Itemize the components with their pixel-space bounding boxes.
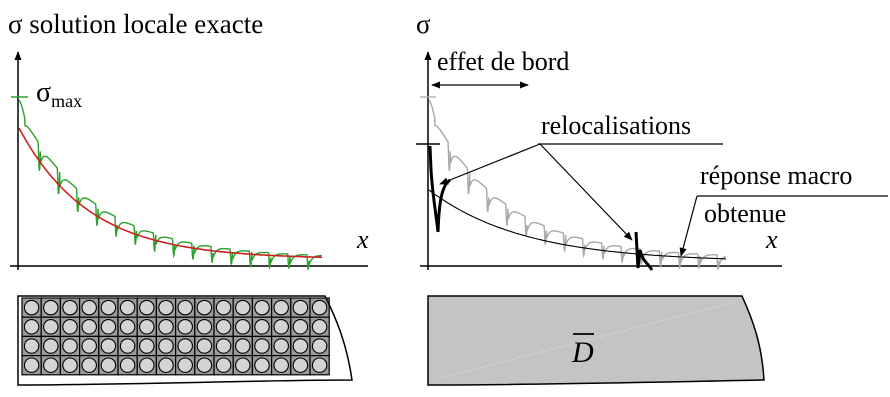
inclusion-circle (235, 299, 251, 316)
inclusion-circle (62, 338, 78, 354)
inclusion-circle (100, 357, 117, 373)
inclusion-circle (292, 357, 309, 373)
microstructure-boundary (17, 295, 353, 386)
inclusion-circle (119, 357, 136, 373)
right-macro-response-curve (428, 189, 726, 260)
inclusion-circle (177, 357, 193, 373)
left-local-curve (18, 99, 322, 271)
inclusion-circle (139, 357, 155, 373)
inclusion-circle (119, 319, 136, 335)
left-panel-title: σ solution locale exacte (8, 9, 263, 39)
inclusion-circle (254, 299, 270, 316)
inclusion-circle (158, 299, 174, 316)
edge-effect-label: effet de bord (437, 47, 569, 76)
inclusion-circle (62, 319, 78, 335)
inclusion-circle (254, 357, 270, 373)
inclusion-circle (235, 319, 251, 335)
inclusion-circle (273, 338, 289, 354)
right-panel-title: σ (416, 9, 431, 39)
inclusion-circle (81, 299, 97, 316)
left-fit-curve (18, 127, 323, 259)
relocalization-label: relocalisations (541, 111, 691, 140)
inclusion-circle (23, 299, 40, 316)
inclusion-circle (254, 338, 270, 354)
inclusion-circle (196, 338, 213, 354)
inclusion-circle (177, 299, 193, 316)
inclusion-circle (273, 299, 289, 316)
inclusion-circle (177, 319, 193, 335)
inclusion-circle (311, 299, 328, 316)
inclusion-circle (215, 299, 232, 316)
inclusion-circle (100, 319, 117, 335)
inclusion-circle (311, 319, 328, 335)
inclusion-circle (254, 319, 270, 335)
domain-diagonal-hint (439, 301, 736, 379)
inclusion-circle (215, 319, 232, 335)
right-x-label: x (765, 225, 778, 254)
inclusion-circle (158, 338, 174, 354)
inclusion-circle (196, 299, 213, 316)
inclusion-circle (158, 319, 174, 335)
inclusion-circle (23, 357, 40, 373)
inclusion-circle (196, 319, 213, 335)
inclusion-circle (292, 299, 309, 316)
homogenized-domain (427, 295, 765, 386)
inclusion-circle (139, 299, 155, 316)
left-x-label: x (356, 225, 369, 254)
inclusion-circle (292, 319, 309, 335)
inclusion-circle (235, 357, 251, 373)
inclusion-circle (62, 357, 78, 373)
inclusion-circle (177, 338, 193, 354)
inclusion-circle (43, 357, 59, 373)
inclusion-circle (23, 338, 40, 354)
macro-response-label-line1: réponse macro (700, 161, 852, 190)
inclusion-circle (158, 357, 174, 373)
inclusion-circle (100, 338, 117, 354)
inclusion-circle (100, 299, 117, 316)
left-panel: σ solution locale exacte x σmax (8, 9, 369, 386)
inclusion-circle (273, 357, 289, 373)
relocalization-leader-2 (539, 143, 633, 241)
inclusion-circle (81, 338, 97, 354)
inclusion-circle (196, 357, 213, 373)
inclusion-circle (139, 319, 155, 335)
inclusion-circle (62, 299, 78, 316)
inclusion-circle (311, 338, 328, 354)
macro-response-leader (679, 195, 698, 257)
inclusion-circle (235, 338, 251, 354)
inclusion-circle (43, 319, 59, 335)
domain-label: D (571, 336, 594, 369)
inclusion-circle (273, 319, 289, 335)
left-sigma-max-label: σmax (36, 77, 82, 111)
relocalization-spike-2 (634, 231, 654, 271)
inclusion-circle (81, 357, 97, 373)
inclusion-circle (292, 338, 309, 354)
inclusion-circle (119, 299, 136, 316)
inclusion-circle (43, 338, 59, 354)
inclusion-circle (215, 338, 232, 354)
inclusion-circle (43, 299, 59, 316)
inclusion-circle (215, 357, 232, 373)
inclusion-circle (119, 338, 136, 354)
inclusion-circle (139, 338, 155, 354)
inclusion-circle (81, 319, 97, 335)
relocalization-leader-1 (439, 143, 541, 185)
right-local-grey-curve (428, 99, 727, 271)
inclusion-circle (311, 357, 328, 373)
microstructure-cell-grid (21, 297, 330, 376)
macro-response-label-line2: obtenue (704, 199, 786, 228)
relocalization-spike-1 (428, 145, 451, 233)
right-panel: σ x effet de bord relocalisations répons… (416, 9, 888, 386)
inclusion-circle (23, 319, 40, 335)
